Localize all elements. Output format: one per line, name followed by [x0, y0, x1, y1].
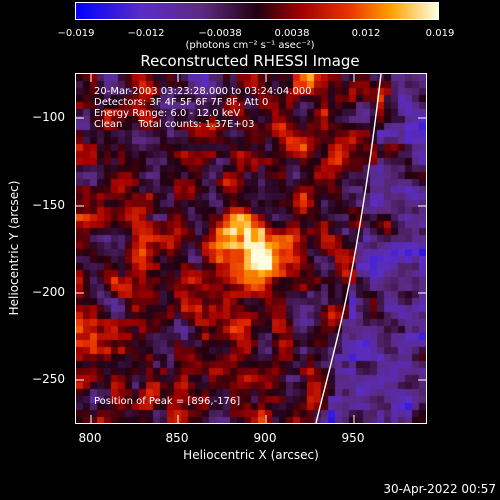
- x-tick: 900: [253, 431, 277, 445]
- y-tick: −200: [32, 285, 65, 299]
- colorbar-gradient: [76, 3, 438, 19]
- image-title: Reconstructed RHESSI Image: [140, 52, 360, 70]
- info-energy-range: Energy Range: 6.0 - 12.0 keV: [94, 108, 241, 119]
- info-time-range: 20-Mar-2003 03:23:28.000 to 03:24:04.000: [94, 86, 312, 97]
- axis-ticks: [76, 74, 426, 423]
- info-detectors: Detectors: 3F 4F 5F 6F 7F 8F, Att 0: [94, 97, 269, 108]
- colorbar-tick: −0.0038: [198, 28, 242, 39]
- x-axis-label: Heliocentric X (arcsec): [183, 448, 319, 462]
- rhessi-image-plot: 20-Mar-2003 03:23:28.000 to 03:24:04.000…: [75, 73, 427, 424]
- x-tick: 850: [165, 431, 189, 445]
- x-tick: 800: [78, 431, 102, 445]
- x-tick: 950: [341, 431, 365, 445]
- colorbar-tick: −0.012: [127, 28, 165, 39]
- info-clean-counts: Clean Total counts: 1.37E+03: [94, 119, 255, 130]
- y-tick: −150: [32, 198, 65, 212]
- peak-position: Position of Peak = [896,-176]: [94, 396, 241, 407]
- y-axis-label: Heliocentric Y (arcsec): [7, 180, 21, 316]
- y-tick: −100: [32, 110, 65, 124]
- colorbar-units: (photons cm⁻² s⁻¹ asec⁻²): [185, 40, 315, 51]
- colorbar: [75, 2, 439, 20]
- colorbar-tick: 0.019: [425, 28, 455, 39]
- colorbar-tick: −0.019: [57, 28, 95, 39]
- rhessi-image-heatmap: [76, 74, 426, 423]
- colorbar-tick: 0.0038: [274, 28, 310, 39]
- date-stamp: 30-Apr-2022 00:57: [383, 482, 496, 496]
- plot-overlay: [76, 74, 426, 423]
- y-tick: −250: [32, 372, 65, 386]
- colorbar-tick: 0.012: [351, 28, 381, 39]
- solar-limb-line: [315, 74, 382, 423]
